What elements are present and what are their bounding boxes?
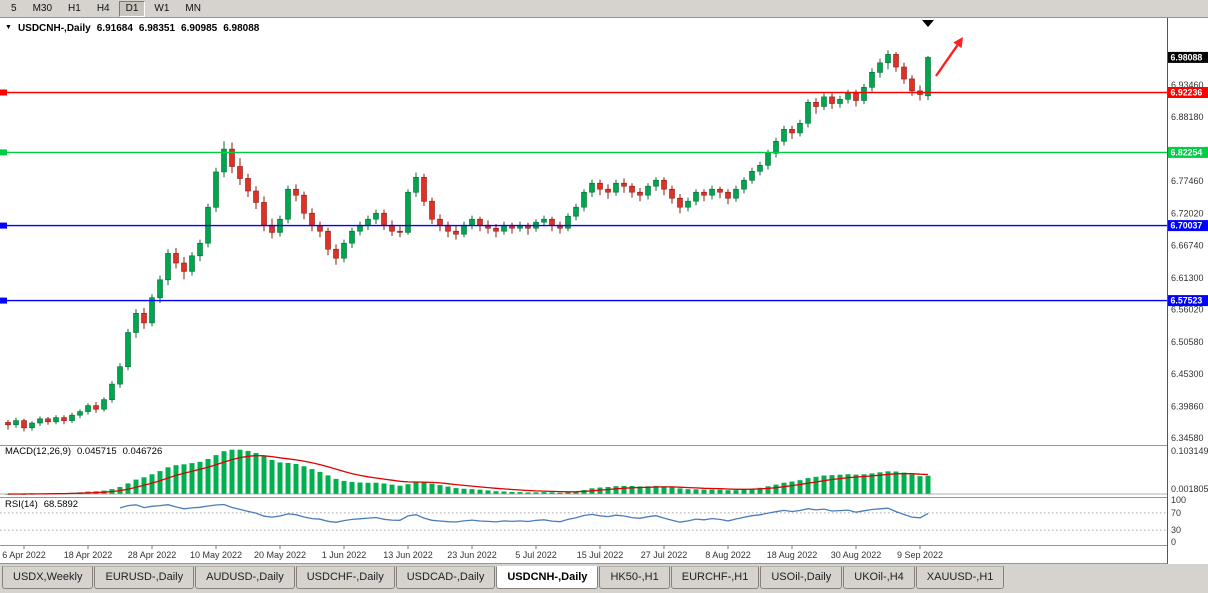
svg-text:6.56020: 6.56020 [1171,305,1204,315]
svg-text:6.88180: 6.88180 [1171,112,1204,122]
tab-usdx-weekly[interactable]: USDX,Weekly [2,566,94,589]
svg-text:10 May 2022: 10 May 2022 [190,550,242,560]
rsi-levels [0,512,1167,531]
macd-signal-line [8,454,929,495]
macd-scale-top: 0.103149 [1171,446,1208,456]
svg-text:6.82254: 6.82254 [1171,147,1203,157]
svg-text:9 Sep 2022: 9 Sep 2022 [897,550,943,560]
svg-text:8 Aug 2022: 8 Aug 2022 [705,550,751,560]
svg-text:6 Apr 2022: 6 Apr 2022 [2,550,46,560]
svg-text:1 Jun 2022: 1 Jun 2022 [322,550,367,560]
timeframe-button-h4[interactable]: H4 [96,2,110,14]
price-scale[interactable]: 6.93460 6.88180 6.77460 6.72020 6.66740 6.613… [1167,18,1208,564]
rsi-label: RSI(14) 68.5892 [5,499,84,510]
price-badge-6.70037 [1168,220,1208,232]
tab-eurusd-daily[interactable]: EURUSD-,Daily [94,566,195,589]
svg-text:18 Apr 2022: 18 Apr 2022 [64,550,113,560]
svg-text:6.66740: 6.66740 [1171,240,1204,250]
macd-histogram [5,449,931,495]
tab-usdchf-daily[interactable]: USDCHF-,Daily [295,566,395,589]
price-line-left-marker[interactable] [0,89,7,96]
symbol-tab-bar: USDX,Weekly EURUSD-,Daily AUDUSD-,Daily USD… [0,564,1208,593]
svg-text:15 Jul 2022: 15 Jul 2022 [577,550,624,560]
svg-text:6.93460: 6.93460 [1171,80,1204,90]
timeframe-button-w1[interactable]: W1 [154,2,170,14]
chart-title-symbol: USDCNH-,Daily [17,23,91,34]
chart-background [0,18,1208,564]
svg-text:6.77460: 6.77460 [1171,176,1204,186]
price-line-left-marker[interactable] [0,149,7,156]
tab-usdcad-daily[interactable]: USDCAD-,Daily [395,566,496,589]
timeframe-button-5[interactable]: 5 [11,2,17,14]
rsi-scale-label: 0 [1171,537,1176,547]
chart-dropdown-icon[interactable]: ▼ [5,24,12,31]
rsi-scale-label: 30 [1171,525,1181,535]
rsi-name: RSI(14) [5,499,38,510]
timeframe-button-d1[interactable]: D1 [118,0,146,17]
svg-text:6.39860: 6.39860 [1171,402,1204,412]
timeframe-button-h1[interactable]: H1 [68,2,81,14]
chart-title-open: 6.91684 [96,23,133,34]
chart-title-high: 6.98351 [138,23,176,34]
svg-text:28 Apr 2022: 28 Apr 2022 [128,550,177,560]
svg-text:6.70037: 6.70037 [1171,221,1203,231]
svg-text:27 Jul 2022: 27 Jul 2022 [641,550,688,560]
price-badge-6.98088 [1168,51,1208,63]
tab-usoil-daily[interactable]: USOil-,Daily [760,566,843,589]
trend-arrow-annotation[interactable] [935,37,963,77]
rsi-scale-label: 100 [1171,495,1186,505]
svg-text:6.92236: 6.92236 [1171,88,1203,98]
rsi-value: 68.5892 [43,499,79,510]
svg-text:30 Aug 2022: 30 Aug 2022 [831,550,882,560]
svg-text:13 Jun 2022: 13 Jun 2022 [383,550,433,560]
tab-eurchf-h1[interactable]: EURCHF-,H1 [670,566,760,589]
svg-text:6.34580: 6.34580 [1171,433,1204,443]
svg-text:23 Jun 2022: 23 Jun 2022 [447,550,497,560]
macd-scale-bottom: 0.001805 [1171,484,1208,494]
svg-text:6.98088: 6.98088 [1171,52,1203,62]
timeframe-button-m30[interactable]: M30 [32,2,53,14]
price-badge-6.92236 [1168,87,1208,98]
chart-shift-marker-icon [922,20,934,27]
tab-xauusd-h1[interactable]: XAUUSD-,H1 [915,566,1005,589]
chart-canvas[interactable]: 6.93460 6.88180 6.77460 6.72020 6.66740 6.613… [0,18,1208,564]
price-line-left-marker[interactable] [0,222,7,229]
svg-text:20 May 2022: 20 May 2022 [254,550,306,560]
price-badge-6.57523 [1168,295,1208,307]
time-scale[interactable]: 6 Apr 2022 18 Apr 2022 28 Apr 2022 10 May 2… [2,546,943,560]
svg-text:6.72020: 6.72020 [1171,209,1204,219]
macd-name: MACD(12,26,9) [5,446,71,457]
svg-text:18 Aug 2022: 18 Aug 2022 [767,550,818,560]
svg-text:6.45300: 6.45300 [1171,369,1204,379]
rsi-line [119,503,929,523]
timeframe-toolbar: 5 M30 H1 H4 D1 W1 MN [0,0,1208,18]
svg-text:5 Jul 2022: 5 Jul 2022 [515,550,557,560]
svg-text:6.61300: 6.61300 [1171,273,1204,283]
tab-ukoil-h4[interactable]: UKOil-,H4 [843,566,915,589]
svg-text:6.50580: 6.50580 [1171,337,1204,347]
chart-title: ▼ USDCNH-,Daily 6.91684 6.98351 6.90985 6.980… [5,23,265,34]
horizontal-price-lines[interactable] [0,89,1167,304]
macd-value: 0.045715 [77,446,117,457]
tab-usdcnh-daily[interactable]: USDCNH-,Daily [496,566,599,589]
macd-signal-value: 0.046726 [122,446,163,457]
timeframe-button-mn[interactable]: MN [185,2,201,14]
rsi-scale-label: 70 [1171,508,1181,518]
macd-label: MACD(12,26,9) 0.045715 0.046726 [5,446,168,457]
price-badge-6.82254 [1168,146,1208,158]
tab-audusd-daily[interactable]: AUDUSD-,Daily [195,566,295,589]
tab-hk50-h1[interactable]: HK50-,H1 [599,566,670,589]
chart-title-close: 6.98088 [223,23,260,34]
svg-text:6.57523: 6.57523 [1171,296,1203,306]
chart-title-low: 6.90985 [181,23,218,34]
price-line-left-marker[interactable] [0,297,7,304]
